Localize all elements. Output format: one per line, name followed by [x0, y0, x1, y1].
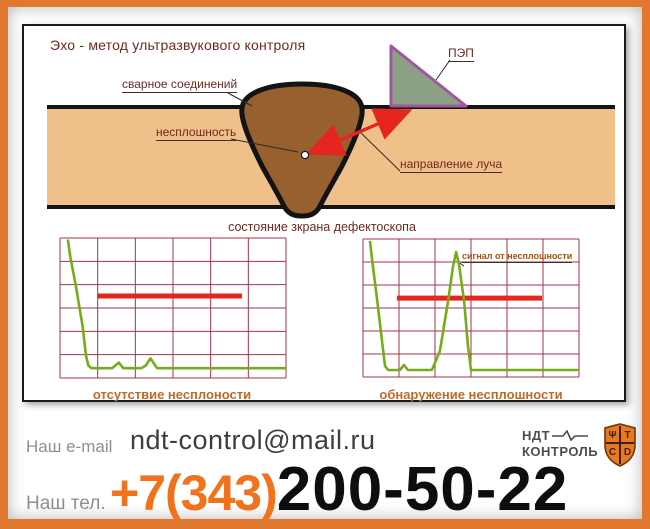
discontinuity-dot	[300, 150, 310, 160]
weld-joint-label: сварное соединений	[122, 77, 238, 93]
beam-direction-label: направление луча	[400, 157, 503, 173]
shield-icon: Ψ Т С D	[604, 423, 636, 467]
no-defect-caption: отсутствие несплоности	[92, 387, 252, 402]
diagram-title: Эхо - метод ультразвукового контроля	[50, 37, 306, 53]
pulse-icon	[552, 429, 589, 441]
shield-glyph-br: D	[624, 447, 631, 458]
weld-label-leader-line	[227, 92, 253, 107]
logo-name: НДТ	[522, 428, 551, 443]
screen-chart-defect-found	[362, 238, 580, 378]
phone-number: +7(343) 200-50-22	[110, 459, 568, 521]
shield-glyph-bl: С	[609, 447, 616, 458]
phone-main-number: 200-50-22	[276, 455, 569, 524]
logo-subname: КОНТРОЛЬ	[522, 444, 599, 459]
probe-label-leader-line	[435, 59, 451, 81]
signal-from-defect-label: сигнал от несплошности	[462, 251, 573, 263]
probe-label: ПЭП	[448, 46, 474, 62]
beam-arrow	[305, 108, 413, 156]
defect-found-caption: обнаружение несплошности	[379, 387, 563, 402]
shield-glyph-tl: Ψ	[608, 430, 616, 441]
email-value: ndt-control@mail.ru	[130, 425, 376, 455]
phone-label: Наш тел.	[26, 493, 106, 514]
discontinuity-label-leader-line	[230, 138, 299, 153]
screen-state-caption: состояние зкрана дефектоскопа	[228, 220, 416, 234]
ultrasonic-diagram-graphics	[47, 44, 615, 379]
company-logo: НДТ КОНТРОЛЬ	[522, 428, 598, 459]
email-label: Наш e-mail	[26, 437, 113, 456]
screen-chart-no-defect	[59, 237, 287, 379]
echo-trace	[66, 239, 286, 370]
phone-city-code: +7(343)	[110, 465, 278, 521]
probe-shape	[389, 44, 468, 108]
echo-trace	[368, 240, 579, 372]
diagram-box: Эхо - метод ультразвукового контроля сва…	[22, 24, 626, 402]
shield-glyph-tr: Т	[624, 430, 630, 441]
card-background: Эхо - метод ультразвукового контроля сва…	[8, 7, 642, 521]
plate-bottom-surface	[47, 205, 615, 209]
discontinuity-label: несплошность	[156, 125, 237, 141]
